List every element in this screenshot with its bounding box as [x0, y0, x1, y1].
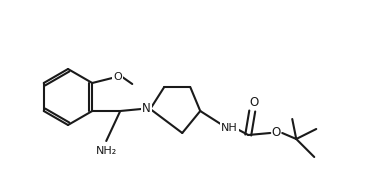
Text: N: N [142, 101, 151, 114]
Text: NH₂: NH₂ [96, 146, 117, 156]
Text: O: O [272, 126, 281, 139]
Text: NH: NH [221, 123, 238, 133]
Text: O: O [113, 72, 122, 82]
Text: O: O [250, 95, 259, 108]
